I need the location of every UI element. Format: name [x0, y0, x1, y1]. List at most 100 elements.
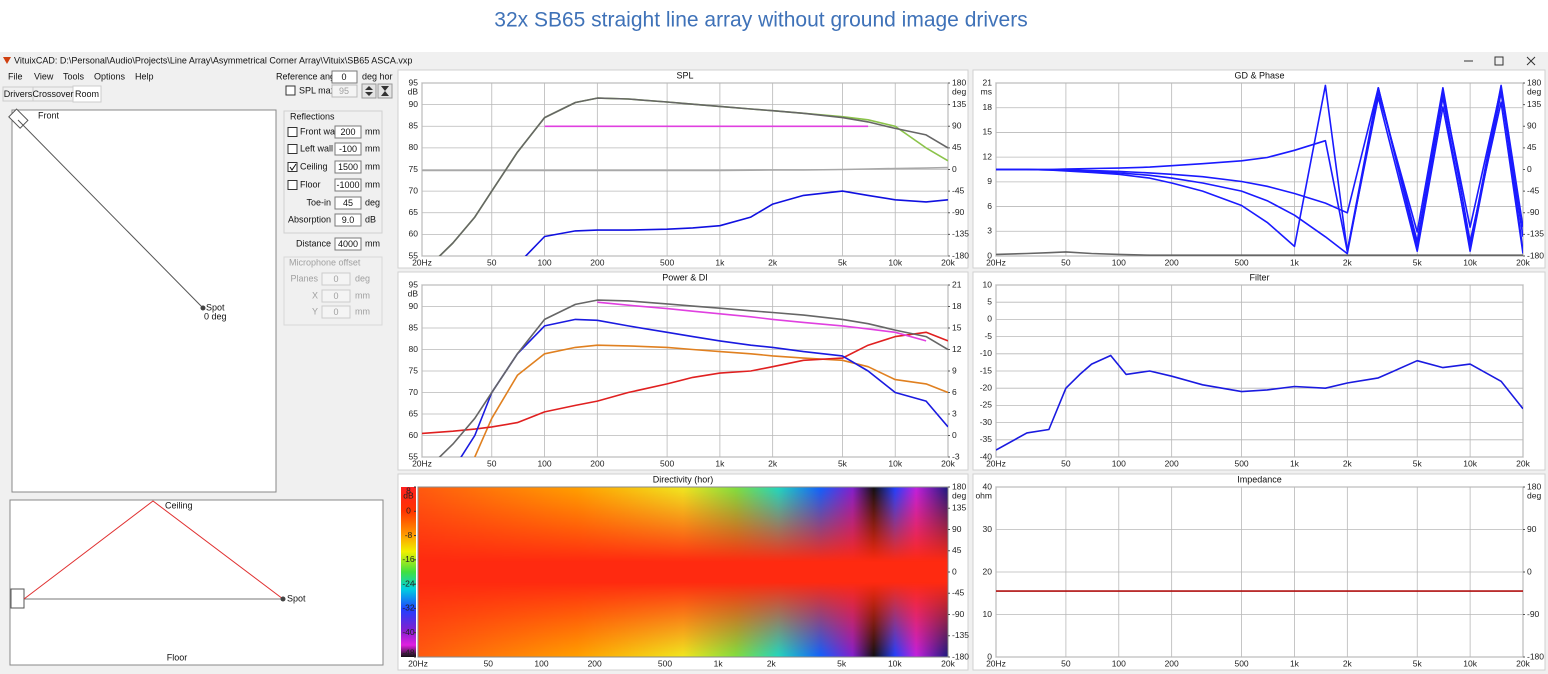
textbox-value: 95 — [339, 86, 349, 96]
y2-tick-label: -180 — [1527, 250, 1544, 260]
y2-unit: deg — [952, 86, 966, 96]
x-tick-label: 50 — [487, 458, 497, 468]
menu-item[interactable]: File — [8, 71, 23, 81]
page-title: 32x SB65 straight line array without gro… — [494, 9, 1027, 32]
tab-label[interactable]: Drivers — [4, 89, 33, 99]
series-line — [438, 299, 948, 457]
y2-tick-label: -135 — [1527, 229, 1544, 239]
checkbox[interactable] — [287, 180, 298, 190]
checkbox[interactable] — [287, 162, 298, 172]
y2-tick-label: 135 — [1527, 99, 1541, 109]
menu-item[interactable]: View — [34, 71, 54, 81]
close-button[interactable] — [1526, 56, 1536, 66]
y2-tick-label: -90 — [1527, 207, 1540, 217]
checkbox[interactable] — [287, 144, 298, 154]
textbox[interactable] — [321, 305, 351, 319]
spot-marker — [200, 305, 206, 311]
label: Ceiling — [300, 161, 328, 171]
x-tick-label: 200 — [590, 257, 604, 267]
unit: mm — [365, 161, 380, 171]
group-title: Microphone offset — [289, 257, 361, 267]
y-tick-label: 75 — [409, 164, 419, 174]
x-tick-label: 1k — [715, 458, 725, 468]
y-tick-label: 95 — [409, 77, 419, 87]
y-tick-label: 3 — [987, 226, 992, 236]
textbox[interactable] — [331, 70, 358, 84]
x-tick-label: 100 — [537, 257, 551, 267]
x-tick-label: 20Hz — [986, 458, 1006, 468]
label: Toe-in — [306, 197, 331, 207]
x-tick-label: 10k — [888, 458, 902, 468]
textbox[interactable] — [334, 213, 362, 227]
y2-tick-label: -3 — [952, 451, 960, 461]
textbox[interactable] — [334, 125, 362, 139]
y-tick-label: -30 — [980, 417, 993, 427]
label: Y — [312, 306, 318, 316]
y-tick-label: 65 — [409, 207, 419, 217]
color-bar-label: 8 — [406, 485, 411, 495]
unit: deg hor — [362, 71, 393, 81]
y2-tick-label: 0 — [1527, 566, 1532, 576]
x-tick-label: 500 — [1234, 658, 1248, 668]
tab-label[interactable]: Room — [75, 89, 99, 99]
label: Floor — [300, 179, 321, 189]
room-plan — [11, 109, 277, 493]
textbox[interactable] — [334, 196, 362, 210]
y-tick-label: 10 — [983, 609, 993, 619]
y-tick-label: -5 — [984, 331, 992, 341]
y2-tick-label: 45 — [952, 142, 962, 152]
y-tick-label: 10 — [983, 279, 993, 289]
label: Absorption — [288, 214, 331, 224]
textbox[interactable] — [334, 178, 362, 192]
chart-title: Power & DI — [662, 272, 708, 282]
tab-label[interactable]: Crossover — [32, 89, 73, 99]
menu-item[interactable]: Options — [94, 71, 126, 81]
x-tick-label: 100 — [1112, 458, 1126, 468]
textbox[interactable] — [334, 160, 362, 174]
x-tick-label: 5k — [1413, 257, 1423, 267]
textbox[interactable] — [321, 272, 351, 286]
textbox[interactable] — [334, 237, 362, 251]
chart-panel: SPL 20Hz 50 100 200 500 1k 2k 5k 10k 20k 55 60 65 70 75… — [397, 69, 969, 269]
series-line — [422, 331, 948, 435]
y-tick-label: 90 — [409, 301, 419, 311]
tab-selected[interactable] — [72, 85, 102, 103]
menu-item[interactable]: Help — [135, 71, 154, 81]
y2-tick-label: 0 — [952, 566, 957, 576]
y2-tick-label: 18 — [952, 301, 962, 311]
menu-item[interactable]: Tools — [63, 71, 85, 81]
x-tick-label: 10k — [1463, 458, 1477, 468]
y2-tick-label: 180 — [952, 77, 966, 87]
x-tick-label: 20k — [1516, 458, 1530, 468]
y-tick-label: 55 — [409, 250, 419, 260]
y-tick-label: -15 — [980, 365, 993, 375]
x-tick-label: 100 — [534, 658, 548, 668]
series-line — [422, 166, 948, 172]
y2-tick-label: 45 — [952, 545, 962, 555]
x-tick-label: 50 — [1061, 658, 1071, 668]
spin-button[interactable] — [361, 83, 377, 99]
x-tick-label: 20Hz — [986, 658, 1006, 668]
textbox[interactable] — [334, 142, 362, 156]
textbox[interactable] — [331, 84, 358, 98]
checkbox[interactable] — [285, 85, 296, 96]
room-side-view — [9, 499, 384, 666]
x-tick-label: 10k — [1463, 257, 1477, 267]
y2-tick-label: -180 — [952, 250, 969, 260]
color-bar-label: -32 — [402, 603, 415, 613]
reset-button[interactable] — [377, 83, 393, 99]
textbox[interactable] — [321, 289, 351, 303]
x-tick-label: 100 — [1112, 257, 1126, 267]
checkbox[interactable] — [287, 127, 298, 137]
room-label: Ceiling — [165, 500, 193, 510]
restore-button[interactable] — [1494, 56, 1504, 66]
series-line — [438, 97, 948, 256]
series-line — [473, 344, 948, 457]
y-unit: dB — [403, 490, 414, 500]
x-tick-label: 200 — [588, 658, 602, 668]
x-tick-label: 50 — [487, 257, 497, 267]
textbox-value: -100 — [339, 144, 357, 154]
y-tick-label: 40 — [983, 481, 993, 491]
series-line — [524, 190, 948, 256]
textbox-value: 1500 — [338, 162, 358, 172]
